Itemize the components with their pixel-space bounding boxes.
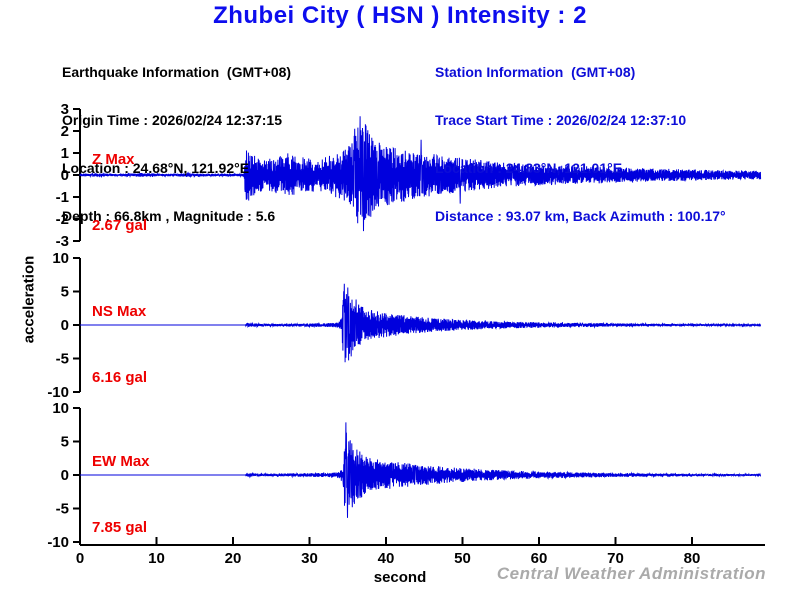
ns-waveform xyxy=(80,283,762,363)
ew-y-tick-label: -10 xyxy=(47,534,69,551)
z-max-title: Z Max xyxy=(92,151,135,168)
station-location: Location : 24.83°N, 121.01°E xyxy=(435,160,623,176)
ew-y-tick-label: 5 xyxy=(61,434,69,451)
station-distance-azimuth: Distance : 93.07 km, Back Azimuth : 100.… xyxy=(435,208,726,224)
ew-y-tick-label: 0 xyxy=(61,467,69,484)
ns-y-tick-label: -10 xyxy=(47,384,69,401)
z-y-tick-label: -1 xyxy=(56,189,69,206)
x-axis-title: second xyxy=(373,569,427,586)
ns-y-tick-label: 0 xyxy=(61,317,69,334)
station-info-block: Station Information (GMT+08) Trace Start… xyxy=(435,32,726,256)
x-tick-label: 80 xyxy=(684,550,701,567)
ew-waveform xyxy=(80,422,762,518)
ew-max-title: EW Max xyxy=(92,453,150,470)
x-tick-label: 50 xyxy=(454,550,471,567)
page-title: Zhubei City ( HSN ) Intensity : 2 xyxy=(213,2,587,29)
ns-y-tick-label: 10 xyxy=(52,250,69,267)
earthquake-info-block: Earthquake Information (GMT+08) Origin T… xyxy=(62,32,291,256)
ew-y-tick-label: -5 xyxy=(56,501,69,518)
ew-max-value: 7.85 gal xyxy=(92,519,148,536)
z-y-tick-label: 3 xyxy=(61,101,69,118)
x-tick-label: 30 xyxy=(301,550,318,567)
z-y-tick-label: 1 xyxy=(61,145,69,162)
ns-y-tick-label: 5 xyxy=(61,284,69,301)
z-max-label: Z Max 2.67 gal xyxy=(92,105,147,281)
z-y-tick-label: -3 xyxy=(56,233,69,250)
ns-y-tick-label: -5 xyxy=(56,351,69,368)
z-y-tick-label: 2 xyxy=(61,123,69,140)
x-tick-label: 70 xyxy=(607,550,624,567)
ew-y-tick-label: 10 xyxy=(52,400,69,417)
z-y-tick-label: 0 xyxy=(61,167,69,184)
x-tick-label: 40 xyxy=(378,550,395,567)
x-tick-label: 10 xyxy=(148,550,165,567)
z-max-value: 2.67 gal xyxy=(92,217,148,234)
earthquake-location: Location : 24.68°N, 121.92°E xyxy=(62,160,250,176)
x-tick-label: 60 xyxy=(531,550,548,567)
station-trace-start-time: Trace Start Time : 2026/02/24 12:37:10 xyxy=(435,112,687,128)
earthquake-depth-magnitude: Depth : 66.8km , Magnitude : 5.6 xyxy=(62,208,276,224)
z-waveform xyxy=(79,116,762,232)
earthquake-origin-time: Origin Time : 2026/02/24 12:37:15 xyxy=(62,112,282,128)
ew-max-label: EW Max 7.85 gal xyxy=(92,407,150,583)
y-axis-title: acceleration xyxy=(20,255,38,344)
earthquake-info-heading: Earthquake Information (GMT+08) xyxy=(62,64,292,80)
ns-max-title: NS Max xyxy=(92,303,147,320)
x-tick-label: 20 xyxy=(225,550,242,567)
ns-max-value: 6.16 gal xyxy=(92,369,148,386)
x-tick-label: 0 xyxy=(76,550,84,567)
station-info-heading: Station Information (GMT+08) xyxy=(435,64,636,80)
z-y-tick-label: -2 xyxy=(56,211,69,228)
ns-max-label: NS Max 6.16 gal xyxy=(92,257,147,433)
watermark: Central Weather Administration xyxy=(496,564,766,583)
